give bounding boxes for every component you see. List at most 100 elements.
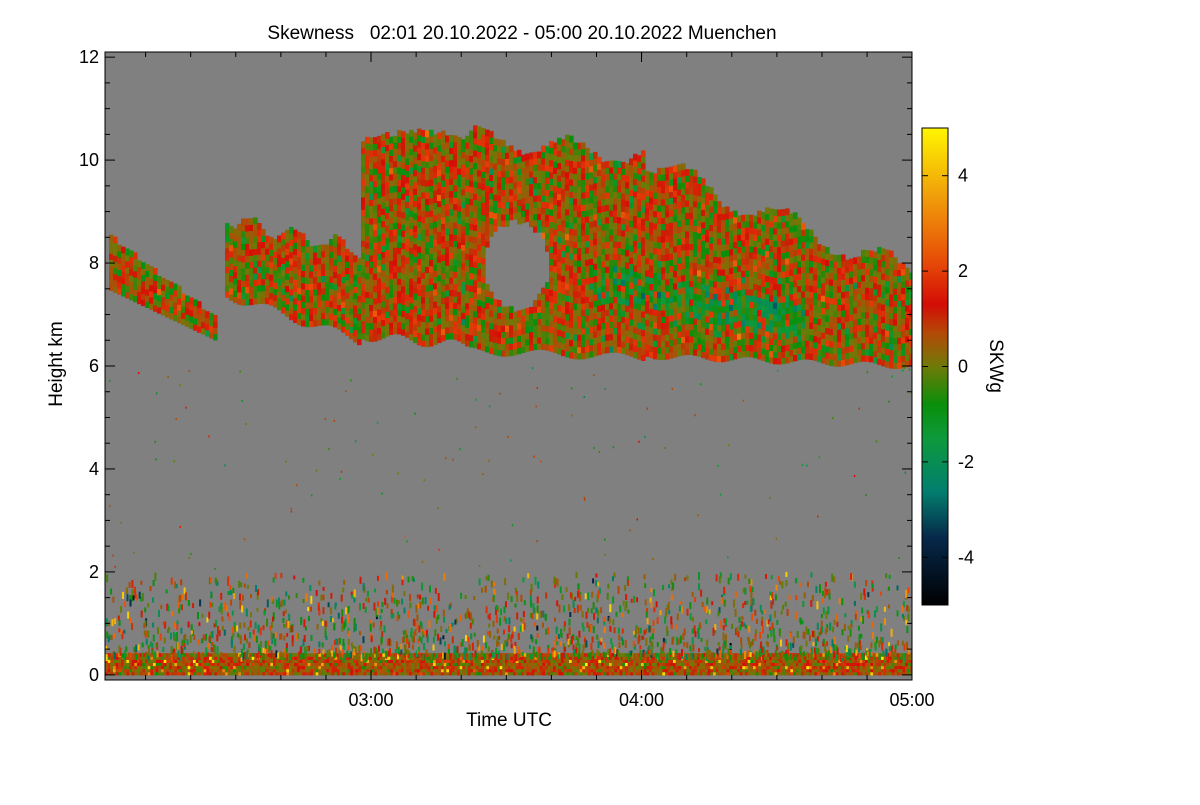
heatmap-cell — [142, 665, 146, 670]
heatmap-cell — [134, 671, 138, 676]
heatmap-cell — [345, 304, 350, 312]
heatmap-cell — [429, 308, 434, 316]
heatmap-cell — [297, 256, 302, 264]
heatmap-cell — [613, 197, 618, 205]
heatmap-cell — [665, 340, 670, 348]
heatmap-cell — [653, 278, 658, 286]
heatmap-cell — [385, 268, 390, 275]
heatmap-cell — [517, 310, 522, 318]
heatmap-cell — [449, 178, 454, 185]
heatmap-cell — [577, 216, 582, 224]
heatmap-cell — [485, 333, 490, 341]
heatmap-cell — [121, 246, 126, 254]
heatmap-cell — [845, 346, 850, 353]
heatmap-cell — [337, 285, 342, 293]
heatmap-cell — [313, 270, 318, 278]
heatmap-cell — [577, 185, 582, 193]
heatmap-cell — [777, 357, 782, 365]
heatmap-cell — [457, 198, 462, 206]
heatmap-cell — [513, 311, 518, 319]
heatmap-cell — [413, 194, 418, 202]
heatmap-cell — [641, 354, 646, 361]
heatmap-cell — [445, 240, 450, 248]
heatmap-cell — [849, 283, 854, 291]
heatmap-cell — [417, 196, 422, 204]
heatmap-cell — [853, 313, 858, 320]
heatmap-cell — [501, 183, 506, 190]
heatmap-cell — [275, 659, 279, 663]
heatmap-cell — [709, 224, 714, 232]
heatmap-cell — [385, 298, 390, 306]
heatmap-cell — [469, 340, 474, 348]
heatmap-cell — [649, 289, 654, 297]
heatmap-cell — [701, 277, 706, 284]
heatmap-cell — [485, 240, 490, 248]
heatmap-cell — [529, 313, 534, 320]
heatmap-cell — [833, 329, 838, 336]
heatmap-cell — [373, 291, 378, 299]
heatmap-cell — [229, 250, 234, 258]
heatmap-cell — [169, 300, 174, 308]
heatmap-cell — [697, 257, 702, 265]
heatmap-cell — [801, 315, 806, 323]
heatmap-cell — [357, 326, 362, 333]
heatmap-cell — [283, 668, 287, 673]
heatmap-cell — [349, 270, 354, 278]
heatmap-cell — [681, 299, 686, 307]
heatmap-cell — [249, 656, 253, 660]
heatmap-cell — [233, 265, 238, 273]
heatmap-cell — [893, 362, 898, 369]
heatmap-cell — [179, 668, 183, 673]
heatmap-cell — [577, 253, 582, 261]
heatmap-cell — [393, 154, 398, 162]
heatmap-cell — [909, 316, 912, 323]
heatmap-cell — [861, 305, 866, 313]
heatmap-cell — [121, 659, 125, 663]
heatmap-cell — [441, 248, 446, 255]
heatmap-cell — [385, 230, 390, 238]
heatmap-cell — [209, 653, 213, 657]
heatmap-cell — [821, 332, 826, 339]
heatmap-cell — [905, 360, 910, 368]
heatmap-cell — [373, 198, 378, 206]
heatmap-cell — [461, 145, 466, 153]
heatmap-cell — [413, 163, 418, 171]
heatmap-cell — [885, 330, 890, 337]
heatmap-cell — [721, 219, 726, 227]
heatmap-cell — [801, 235, 806, 243]
heatmap-cell — [449, 202, 454, 210]
heatmap-cell — [733, 315, 738, 323]
heatmap-cell — [601, 236, 606, 243]
heatmap-cell — [153, 665, 157, 670]
heatmap-cell — [357, 276, 362, 284]
heatmap-cell — [401, 267, 406, 274]
heatmap-cell — [173, 302, 178, 309]
heatmap-cell — [741, 227, 746, 234]
heatmap-cell — [329, 269, 334, 277]
heatmap-cell — [849, 314, 854, 321]
heatmap-cell — [377, 259, 382, 267]
heatmap-cell — [253, 260, 258, 268]
heatmap-cell — [797, 223, 802, 231]
heatmap-cell — [473, 242, 478, 250]
heatmap-cell — [613, 240, 618, 248]
heatmap-cell — [469, 173, 474, 181]
heatmap-cell — [421, 148, 426, 156]
heatmap-cell — [289, 294, 294, 302]
heatmap-cell — [158, 668, 162, 673]
heatmap-cell — [757, 290, 762, 298]
heatmap-cell — [361, 159, 366, 167]
heatmap-cell — [241, 668, 245, 673]
heatmap-cell — [537, 213, 542, 221]
heatmap-cell — [649, 258, 654, 266]
heatmap-cell — [481, 245, 486, 253]
heatmap-cell — [557, 181, 562, 188]
heatmap-cell — [174, 653, 178, 657]
heatmap-cell — [377, 240, 382, 248]
heatmap-cell — [561, 306, 566, 313]
heatmap-cell — [318, 665, 322, 670]
heatmap-cell — [625, 224, 630, 232]
heatmap-cell — [275, 671, 279, 676]
heatmap-cell — [709, 187, 714, 195]
heatmap-cell — [633, 345, 638, 353]
